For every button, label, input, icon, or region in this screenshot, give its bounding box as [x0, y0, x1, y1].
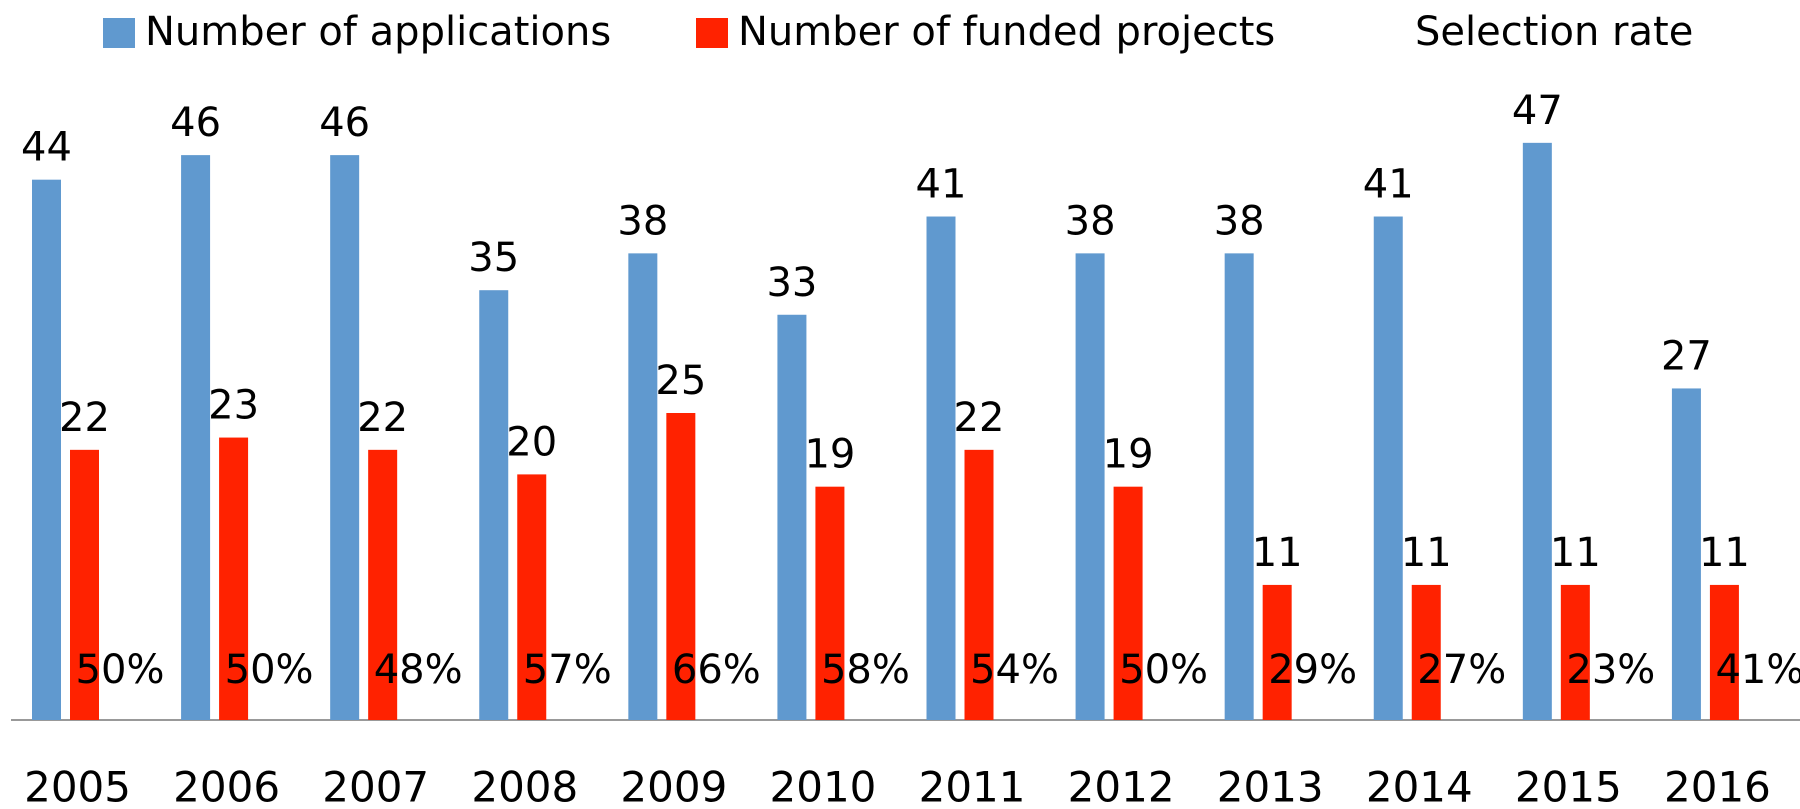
data-label: 50% — [1119, 647, 1208, 693]
bar — [1709, 584, 1739, 720]
bar — [32, 179, 61, 720]
data-label: 25 — [655, 358, 706, 404]
data-label: 11 — [1401, 530, 1452, 576]
bar — [1671, 388, 1701, 720]
bar — [1113, 486, 1143, 720]
bar — [666, 413, 696, 720]
data-label: 66% — [672, 647, 761, 693]
x-tick-label: 2006 — [173, 763, 280, 809]
bar — [1262, 584, 1292, 720]
data-label: 54% — [970, 647, 1059, 693]
bar — [517, 474, 547, 720]
data-label: 58% — [821, 647, 910, 693]
data-label: 19 — [804, 432, 855, 478]
data-label: 11 — [1252, 530, 1303, 576]
bar — [330, 155, 360, 720]
x-tick-label: 2013 — [1217, 763, 1324, 809]
data-label: 20 — [506, 419, 557, 465]
data-label: 11 — [1550, 530, 1601, 576]
data-label: 22 — [357, 395, 408, 441]
bar — [1522, 142, 1552, 721]
legend-label: Number of applications — [145, 9, 611, 55]
x-tick-label: 2009 — [620, 763, 727, 809]
bar — [628, 253, 658, 721]
x-tick-label: 2016 — [1664, 763, 1771, 809]
bar — [1224, 253, 1254, 721]
data-label: 41 — [1363, 162, 1414, 208]
data-label: 23% — [1566, 647, 1655, 693]
bar — [1373, 216, 1403, 720]
data-label: 41 — [916, 162, 967, 208]
legend-label: Number of funded projects — [738, 9, 1275, 55]
data-label: 27% — [1417, 647, 1506, 693]
x-tick-label: 2015 — [1515, 763, 1622, 809]
data-label: 22 — [954, 395, 1005, 441]
data-label: 46 — [319, 100, 370, 146]
data-label: 11 — [1699, 530, 1750, 576]
bar — [1560, 584, 1590, 720]
data-label: 19 — [1103, 432, 1154, 478]
x-tick-label: 2007 — [322, 763, 429, 809]
bar — [219, 437, 249, 720]
x-tick-label: 2005 — [24, 763, 131, 809]
data-label: 38 — [617, 198, 668, 244]
legend-swatch — [696, 18, 728, 48]
data-label: 48% — [374, 647, 463, 693]
data-label: 38 — [1214, 198, 1265, 244]
x-tick-label: 2011 — [919, 763, 1026, 809]
bar — [926, 216, 956, 720]
legend-swatch — [103, 18, 135, 48]
bar — [479, 290, 509, 720]
bar — [777, 314, 807, 720]
bar — [181, 155, 211, 720]
data-label: 23 — [208, 383, 259, 429]
data-label: 27 — [1661, 333, 1712, 379]
data-label: 35 — [468, 235, 519, 281]
data-label: 50% — [225, 647, 314, 693]
x-tick-label: 2008 — [471, 763, 578, 809]
bar — [1075, 253, 1105, 721]
legend-label: Selection rate — [1415, 9, 1693, 55]
data-label: 44 — [21, 125, 72, 171]
bar — [964, 449, 994, 720]
data-label: 46 — [170, 100, 221, 146]
bar — [1411, 584, 1441, 720]
bar — [70, 449, 99, 720]
x-tick-label: 2014 — [1366, 763, 1473, 809]
data-label: 57% — [523, 647, 612, 693]
bar — [368, 449, 398, 720]
x-tick-label: 2010 — [770, 763, 877, 809]
data-label: 29% — [1268, 647, 1357, 693]
data-label: 50% — [76, 647, 165, 693]
x-tick-label: 2012 — [1068, 763, 1175, 809]
data-label: 22 — [59, 395, 110, 441]
data-label: 33 — [766, 260, 817, 306]
data-label: 41% — [1715, 647, 1800, 693]
data-label: 47 — [1512, 88, 1563, 134]
data-label: 38 — [1065, 198, 1116, 244]
bar — [815, 486, 845, 720]
